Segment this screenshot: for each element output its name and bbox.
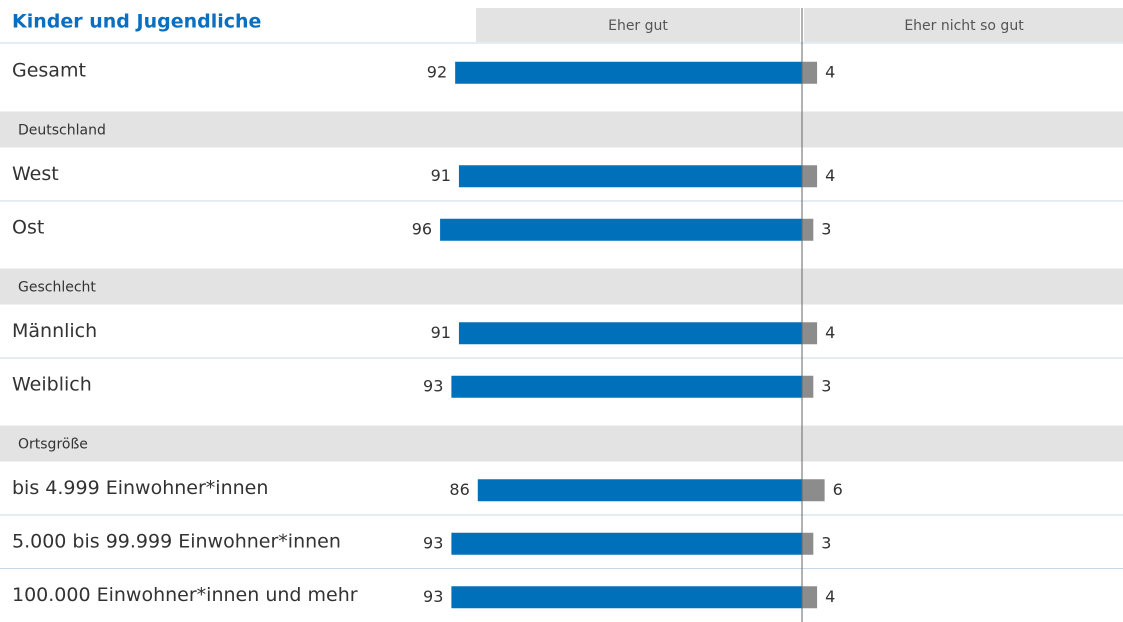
legend-label: Eher nicht so gut [904,18,1024,34]
bar [458,165,802,188]
value-label: 4 [825,62,835,81]
bar [802,218,814,241]
group-band [0,111,1123,148]
value-label: 4 [825,166,835,185]
value-label: 4 [825,587,835,606]
bar [451,375,802,398]
group-label: Geschlecht [18,280,96,296]
category-label: West [12,163,59,185]
bar [802,532,814,555]
bar [802,165,818,188]
category-label: 100.000 Einwohner*innen und mehr [12,584,358,606]
bar [458,322,802,345]
value-label: 3 [821,219,831,238]
category-label: 5.000 bis 99.999 Einwohner*innen [12,530,341,552]
bar [802,375,814,398]
value-label: 86 [449,480,469,499]
group-label: Ortsgröße [18,437,88,453]
value-label: 96 [412,219,432,238]
category-label: Gesamt [12,59,86,81]
chart-title: Kinder und Jugendliche [12,11,261,33]
category-label: bis 4.999 Einwohner*innen [12,477,268,499]
column-header-bg [476,8,800,42]
bar [802,322,818,345]
category-label: Ost [12,216,44,238]
value-label: 91 [431,166,451,185]
bar [440,218,802,241]
bar [451,532,802,555]
group-band [0,425,1123,462]
value-label: 93 [423,587,443,606]
bar [455,61,802,84]
value-label: 3 [821,533,831,552]
bar [802,586,818,609]
column-header-bg [804,8,1123,42]
bar [477,479,802,502]
value-label: 6 [833,480,843,499]
bar [451,586,802,609]
bar [802,479,825,502]
bar [802,61,818,84]
value-label: 93 [423,533,443,552]
value-label: 92 [427,62,447,81]
category-label: Weiblich [12,373,92,395]
value-label: 91 [431,323,451,342]
category-label: Männlich [12,320,97,342]
group-label: Deutschland [18,123,106,139]
group-band [0,268,1123,305]
value-label: 93 [423,376,443,395]
legend-label: Eher gut [608,18,668,34]
value-label: 3 [821,376,831,395]
value-label: 4 [825,323,835,342]
